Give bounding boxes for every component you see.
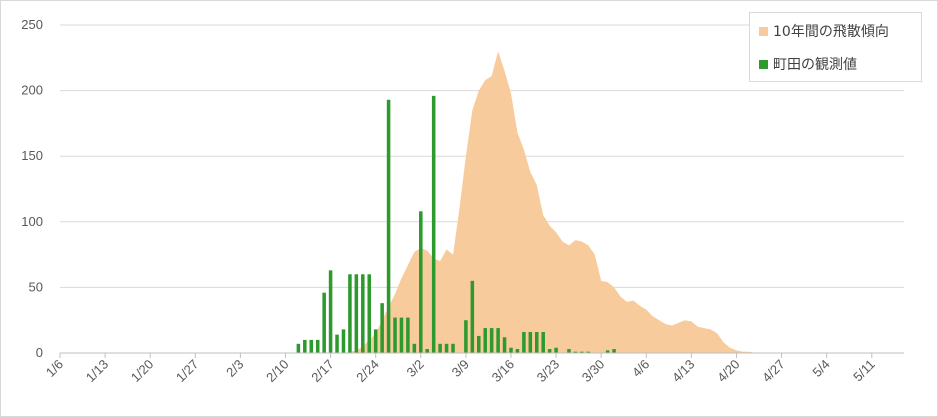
x-tick-label: 4/13 (669, 357, 698, 386)
x-tick-label: 3/16 (489, 357, 518, 386)
observation-bar (438, 343, 442, 353)
legend-swatch-observed (759, 59, 768, 69)
x-tick-label: 4/27 (759, 357, 788, 386)
legend: 10年間の飛散傾向 町田の観測値 (749, 12, 922, 82)
observation-bar (380, 303, 384, 353)
x-tick-label: 4/20 (714, 357, 743, 386)
observation-bar (328, 270, 333, 353)
x-tick-label: 2/10 (263, 357, 292, 386)
observation-bar (412, 343, 417, 353)
observation-bar (573, 351, 578, 353)
observation-bar (541, 332, 545, 353)
observation-bar (464, 320, 468, 353)
observation-bar (612, 349, 616, 353)
x-axis (59, 352, 904, 358)
trend-area-layer (330, 51, 756, 354)
x-tick-label: 1/27 (173, 357, 202, 386)
observation-bar (348, 274, 352, 353)
observation-bar (534, 332, 539, 353)
x-tick-label: 4/6 (629, 357, 652, 380)
legend-item-observed: 町田の観測値 (759, 54, 857, 74)
y-tick-label: 0 (36, 345, 43, 360)
observation-bar (425, 349, 429, 353)
observation-bar (509, 347, 513, 353)
observation-bar (335, 334, 339, 353)
observation-bar (367, 274, 372, 353)
legend-label-trend: 10年間の飛散傾向 (773, 24, 889, 40)
y-tick-label: 150 (21, 148, 43, 163)
x-tick-label: 2/3 (223, 357, 246, 380)
observation-bar (502, 337, 507, 353)
observation-bar (567, 349, 571, 353)
legend-label-observed: 町田の観測値 (773, 57, 857, 73)
legend-item-trend: 10年間の飛散傾向 (759, 21, 889, 41)
observation-bar (477, 335, 481, 353)
observation-bar (341, 329, 346, 353)
observation-bar (580, 351, 584, 353)
observation-bar (419, 211, 423, 353)
x-tick-label: 3/30 (579, 357, 608, 386)
observation-bar (470, 280, 475, 353)
x-tick-label: 2/24 (353, 357, 382, 386)
observation-bar (431, 95, 436, 353)
y-tick-label: 50 (29, 279, 43, 294)
observation-bar (386, 99, 391, 353)
observation-bar (483, 328, 487, 353)
y-tick-label: 200 (21, 83, 43, 98)
trend-area (330, 51, 756, 354)
observation-bar-layer (296, 95, 616, 353)
observation-bar (373, 329, 378, 353)
x-tick-label: 3/2 (404, 357, 427, 380)
observation-bar (393, 317, 397, 353)
observation-bar (528, 332, 533, 353)
observation-bar (605, 350, 610, 353)
legend-swatch-trend (759, 26, 768, 36)
observation-bar (547, 349, 552, 353)
observation-bar (399, 317, 404, 353)
observation-bar (354, 274, 359, 353)
observation-bar (444, 343, 449, 353)
x-tick-label: 5/11 (850, 357, 878, 385)
x-tick-label: 2/17 (308, 357, 337, 386)
observation-bar (303, 339, 307, 353)
x-axis-tick-labels: 1/6 1/13 1/20 1/27 2/3 2/10 2/17 2/24 3/2 3/9 3/16… (43, 357, 878, 386)
x-tick-label: 1/13 (83, 357, 112, 386)
observation-bar (522, 332, 526, 353)
observation-bar (515, 349, 520, 353)
observation-bar (315, 339, 320, 353)
y-axis-tick-labels: 0 50 100 150 200 250 (21, 17, 43, 360)
observation-bar (322, 292, 326, 353)
x-tick-label: 1/6 (43, 357, 66, 380)
x-tick-label: 3/23 (534, 357, 563, 386)
observation-bar (296, 343, 301, 353)
y-tick-label: 100 (21, 214, 43, 229)
observation-bar (586, 351, 591, 353)
x-tick-label: 3/9 (449, 357, 472, 380)
observation-bar (361, 274, 365, 353)
y-tick-label: 250 (21, 17, 43, 32)
observation-bar (554, 347, 558, 353)
observation-bar (451, 343, 455, 353)
observation-bar (406, 317, 410, 353)
observation-bar (489, 328, 494, 353)
x-tick-label: 5/4 (809, 357, 832, 380)
observation-bar (309, 339, 314, 353)
observation-bar (496, 328, 500, 353)
x-tick-label: 1/20 (128, 357, 157, 386)
